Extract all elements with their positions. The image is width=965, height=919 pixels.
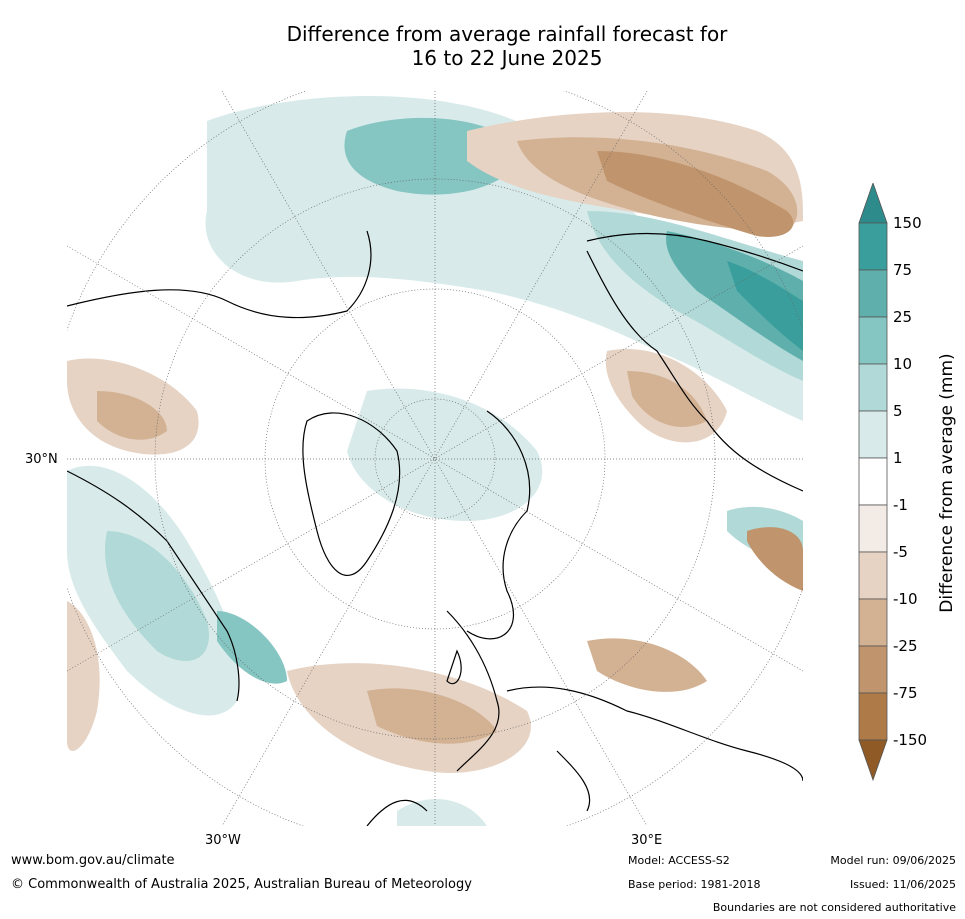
colorbar-tick-label: -1	[893, 496, 908, 514]
dry-anomaly-region	[597, 151, 794, 237]
wet-anomaly-region	[217, 611, 287, 684]
title-line-2: 16 to 22 June 2025	[411, 46, 603, 70]
colorbar-block	[858, 363, 888, 412]
colorbar-block	[858, 645, 888, 694]
colorbar-block	[858, 504, 888, 553]
graticule	[67, 91, 803, 826]
dry-anomaly-region	[97, 391, 167, 440]
colorbar-block	[858, 316, 888, 365]
latitude-label: 30°N	[25, 452, 58, 467]
dry-anomaly-region	[367, 688, 497, 744]
colorbar-tick-label: 1	[893, 449, 903, 467]
colorbar-tick-label: -10	[893, 590, 918, 608]
colorbar-tick-label: 10	[893, 355, 913, 373]
wet-anomaly-region	[347, 388, 543, 521]
wet-anomaly-region	[587, 211, 803, 381]
dry-anomaly-region	[747, 527, 803, 591]
colorbar-title: Difference from average (mm)	[937, 353, 957, 613]
colorbar-tick-label: -150	[893, 731, 928, 749]
colorbar-tick-label: -5	[893, 543, 908, 561]
colorbar-tick-label: -75	[893, 684, 918, 702]
wet-anomaly-region	[205, 96, 803, 421]
polar-rainfall-map	[67, 91, 803, 826]
colorbar	[858, 183, 888, 781]
colorbar-block	[858, 598, 888, 647]
colorbar-extend-max	[858, 183, 888, 224]
wet-anomaly-region	[666, 231, 803, 361]
colorbar-block	[858, 551, 888, 600]
colorbar-block	[858, 692, 888, 741]
colorbar-tick-label: 150	[893, 214, 922, 232]
chart-title: Difference from average rainfall forecas…	[0, 22, 965, 70]
wet-anomaly-region	[727, 261, 803, 351]
disclaimer-text: Boundaries are not considered authoritat…	[712, 901, 956, 914]
colorbar-tick-label: 5	[893, 402, 903, 420]
website-text: www.bom.gov.au/climate	[11, 853, 175, 868]
longitude-label-east: 30°E	[631, 833, 663, 848]
colorbar-tick-label: 25	[893, 308, 913, 326]
map-canvas	[67, 91, 803, 826]
colorbar-tick-label: -25	[893, 637, 918, 655]
model-text: Model: ACCESS-S2	[628, 854, 730, 867]
colorbar-block	[858, 457, 888, 506]
colorbar-block	[858, 222, 888, 271]
wet-anomaly-region	[397, 799, 487, 826]
coastlines	[67, 230, 803, 826]
base-period-text: Base period: 1981-2018	[628, 878, 761, 891]
colorbar-extend-min	[858, 739, 888, 781]
colorbar-block	[858, 269, 888, 318]
colorbar-block	[858, 410, 888, 459]
longitude-label-west: 30°W	[205, 833, 241, 848]
dry-anomaly-region	[587, 638, 707, 692]
issued-text: Issued: 11/06/2025	[849, 878, 956, 891]
colorbar-tick-label: 75	[893, 261, 913, 279]
dry-anomaly-region	[627, 371, 707, 427]
copyright-text: © Commonwealth of Australia 2025, Austra…	[11, 877, 472, 892]
title-line-1: Difference from average rainfall forecas…	[286, 22, 728, 46]
dry-anomaly-region	[67, 601, 100, 751]
model-run-text: Model run: 09/06/2025	[830, 854, 956, 867]
wet-anomaly-region	[105, 531, 209, 661]
